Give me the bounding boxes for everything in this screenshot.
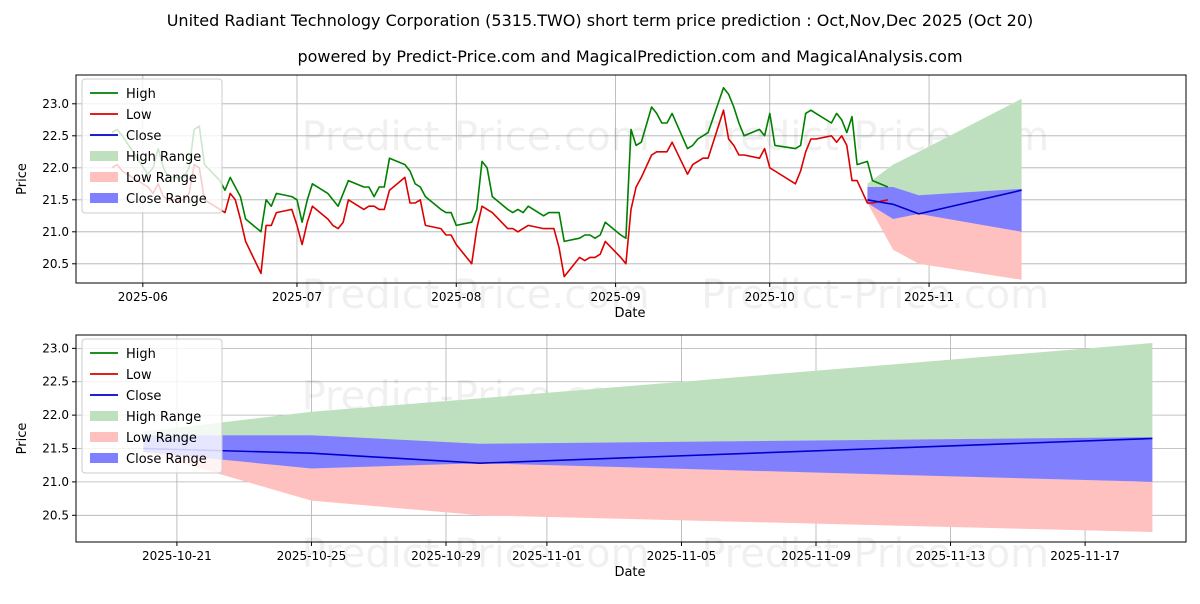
plot-area	[111, 87, 1022, 280]
x-tick-label: 2025-10	[745, 290, 795, 304]
legend-swatch-high-range	[90, 411, 118, 421]
plot-area	[143, 343, 1153, 532]
legend-swatch-low-range	[90, 172, 118, 182]
y-tick-label: 23.0	[42, 97, 69, 111]
y-tick-label: 21.5	[42, 193, 69, 207]
legend-label-close-range: Close Range	[126, 192, 207, 207]
x-tick-label: 2025-11-05	[647, 549, 717, 563]
legend-swatch-low-range	[90, 432, 118, 442]
high-range-band	[867, 98, 1022, 197]
x-tick-label: 2025-08	[431, 290, 481, 304]
legend-swatch-close-range	[90, 193, 118, 203]
watermark-text: Predict-Price.com	[701, 272, 1049, 318]
axes-frame	[75, 334, 1187, 543]
y-tick-label: 21.0	[42, 225, 69, 239]
close-line	[867, 189, 1022, 215]
legend-label-high-range: High Range	[126, 150, 201, 165]
y-tick-label: 20.5	[42, 257, 69, 271]
legend-swatch-close-range	[90, 453, 118, 463]
y-tick-label: 22.5	[42, 375, 69, 389]
x-tick-label: 2025-06	[118, 290, 168, 304]
watermark-text: Predict-Price.com	[302, 114, 650, 160]
y-axis-label: Price	[15, 163, 30, 195]
high-line	[111, 87, 889, 243]
chart-subtitle: powered by Predict-Price.com and Magical…	[297, 47, 962, 66]
x-tick-label: 2025-11	[904, 290, 954, 304]
watermark-text: Predict-Price.com	[302, 272, 650, 318]
legend-label-low-range: Low Range	[126, 431, 197, 446]
x-tick-label: 2025-11-01	[512, 549, 582, 563]
low-range-band	[867, 199, 1022, 280]
y-tick-label: 21.0	[42, 475, 69, 489]
y-tick-label: 20.5	[42, 508, 69, 522]
high-range-band	[143, 343, 1153, 446]
close-line	[143, 437, 1153, 465]
y-tick-label: 22.5	[42, 129, 69, 143]
x-tick-label: 2025-10-25	[277, 549, 347, 563]
legend-label-close-range: Close Range	[126, 452, 207, 467]
legend-label-high: High	[126, 347, 156, 362]
y-tick-label: 23.0	[42, 341, 69, 355]
x-tick-label: 2025-11-17	[1050, 549, 1120, 563]
x-tick-label: 2025-10-21	[142, 549, 212, 563]
low-range-band	[143, 448, 1153, 532]
legend-label-high: High	[126, 87, 156, 102]
close-range-band	[867, 187, 1022, 232]
x-axis-label: Date	[614, 565, 645, 580]
x-tick-label: 2025-09	[591, 290, 641, 304]
x-axis-label: Date	[614, 306, 645, 321]
legend-label-low: Low	[126, 108, 152, 123]
y-axis-label: Price	[15, 423, 30, 455]
y-tick-label: 22.0	[42, 408, 69, 422]
historical-panel: Predict-Price.com Predict-Price.com Predic…	[15, 74, 1187, 321]
legend-swatch-high-range	[90, 151, 118, 161]
x-tick-label: 2025-11-09	[781, 549, 851, 563]
y-tick-label: 21.5	[42, 442, 69, 456]
x-tick-label: 2025-11-13	[916, 549, 986, 563]
x-tick-label: 2025-07	[272, 290, 322, 304]
legend: High Low Close High Range Low Range Close Ran…	[81, 78, 223, 214]
axes-frame	[75, 74, 1187, 284]
legend-label-low: Low	[126, 368, 152, 383]
chart-title: United Radiant Technology Corporation (5…	[167, 11, 1034, 30]
legend-label-low-range: Low Range	[126, 171, 197, 186]
y-tick-label: 22.0	[42, 161, 69, 175]
legend-label-high-range: High Range	[126, 410, 201, 425]
low-line	[111, 109, 889, 278]
watermark-text: Predict-Price.com	[302, 531, 650, 577]
legend: High Low Close High Range Low Range Close Ran…	[81, 338, 223, 474]
legend-label-close: Close	[126, 129, 161, 144]
x-tick-label: 2025-10-29	[411, 549, 481, 563]
legend-label-close: Close	[126, 389, 161, 404]
watermark-text: Predict-Price.com	[701, 531, 1049, 577]
close-range-band	[143, 435, 1153, 482]
